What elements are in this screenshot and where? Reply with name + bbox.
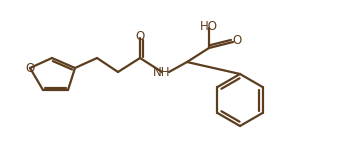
Text: O: O [25, 62, 34, 74]
Text: HO: HO [200, 21, 218, 33]
Text: O: O [135, 31, 145, 43]
Text: NH: NH [153, 67, 171, 79]
Text: O: O [232, 33, 242, 47]
